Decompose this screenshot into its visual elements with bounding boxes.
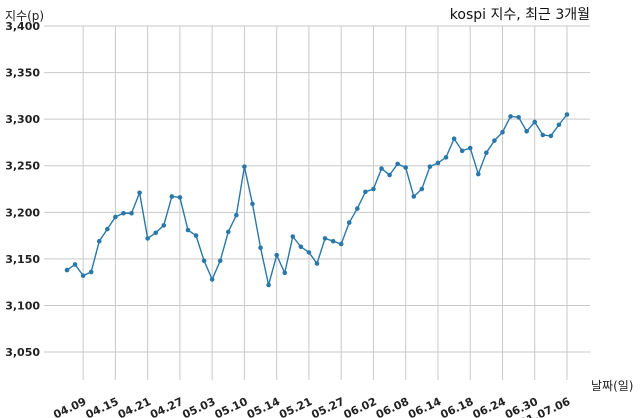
x-tick-label: 06.02	[342, 395, 379, 418]
data-point	[72, 262, 78, 267]
data-point	[64, 267, 70, 273]
data-point	[564, 112, 570, 117]
data-point	[548, 133, 554, 139]
y-tick-label: 3,150	[5, 253, 40, 266]
y-tick-label: 3,300	[5, 113, 40, 126]
data-point	[121, 210, 126, 216]
x-tick-label: 06.08	[374, 395, 411, 418]
data-point	[298, 244, 304, 250]
data-point	[363, 189, 368, 195]
data-point	[266, 282, 271, 288]
y-tick-label: 3,350	[5, 67, 40, 80]
data-point	[484, 150, 489, 155]
x-tick-label: 05.21	[277, 395, 314, 418]
data-point	[88, 269, 94, 275]
data-point	[185, 227, 191, 233]
data-point	[556, 122, 562, 128]
x-tick-label: 04.09	[51, 395, 88, 418]
x-tick-label: 05.14	[245, 395, 282, 418]
chart-title: kospi 지수, 최근 3개월	[450, 7, 590, 23]
data-points	[64, 112, 570, 288]
x-tick-label: 06.18	[438, 395, 475, 418]
data-point	[516, 114, 521, 120]
x-tick-labels: 04.0904.1504.2104.2705.0305.1005.1405.21…	[51, 395, 572, 418]
y-tick-label: 3,400	[5, 20, 40, 33]
data-point	[177, 195, 183, 200]
y-tick-label: 3,250	[5, 160, 40, 173]
data-point	[338, 241, 344, 247]
data-point	[524, 128, 529, 134]
data-point	[508, 114, 513, 119]
data-point	[467, 145, 473, 151]
x-tick-label: 05.27	[309, 395, 346, 418]
y-tick-label: 3,200	[5, 206, 40, 219]
data-point	[225, 229, 231, 235]
data-point	[346, 220, 352, 225]
data-point	[274, 252, 279, 258]
data-point	[201, 258, 207, 264]
data-point	[258, 245, 263, 251]
data-point	[540, 132, 546, 138]
data-point	[137, 190, 142, 196]
data-point	[169, 194, 175, 199]
data-point	[330, 238, 336, 244]
data-point	[80, 273, 86, 278]
data-point	[387, 172, 392, 178]
data-point	[250, 201, 255, 207]
data-point	[411, 194, 417, 199]
series-line	[66, 114, 568, 286]
data-point	[435, 160, 441, 166]
data-point	[492, 138, 497, 143]
x-tick-label: 06.24	[471, 395, 508, 418]
data-point	[379, 166, 384, 171]
x-tick-label: 04.27	[148, 395, 185, 418]
data-point	[419, 186, 425, 192]
data-point	[459, 148, 465, 154]
data-point	[282, 270, 288, 276]
data-point	[242, 164, 247, 169]
y-tick-label: 3,100	[5, 299, 40, 312]
x-tick-label: 05.10	[213, 395, 250, 418]
gridlines	[44, 25, 590, 380]
data-point	[371, 186, 376, 192]
data-point	[355, 206, 360, 211]
data-point	[193, 233, 199, 238]
x-tick-label: 05.03	[180, 395, 217, 418]
data-point	[153, 230, 159, 236]
data-point	[395, 161, 400, 167]
x-tick-label: 04.15	[84, 395, 121, 418]
x-tick-label: 06.14	[406, 395, 443, 418]
y-tick-label: 3,050	[5, 346, 40, 359]
data-point	[403, 165, 409, 170]
data-point	[209, 277, 215, 282]
data-point	[145, 236, 150, 241]
y-axis-label: 지수(p)	[5, 9, 44, 23]
data-point	[234, 212, 239, 218]
data-point	[475, 171, 481, 177]
data-point	[290, 234, 296, 239]
data-point	[443, 155, 449, 160]
data-point	[532, 119, 538, 125]
y-tick-labels: 3,050 3,100 3,150 3,200 3,250 3,300 3,350 3,400	[5, 20, 40, 359]
data-point	[314, 261, 320, 266]
data-point	[217, 258, 223, 264]
data-point	[161, 223, 167, 228]
data-point	[96, 238, 102, 244]
data-point	[113, 214, 118, 220]
data-point	[427, 164, 433, 169]
data-point	[306, 250, 312, 255]
x-axis-label: 날짜(일)	[591, 379, 633, 393]
data-point	[105, 226, 110, 232]
data-point	[451, 136, 457, 142]
data-point	[322, 236, 328, 241]
data-point	[129, 210, 134, 216]
data-point	[500, 129, 505, 135]
x-tick-label: 04.21	[116, 395, 153, 418]
